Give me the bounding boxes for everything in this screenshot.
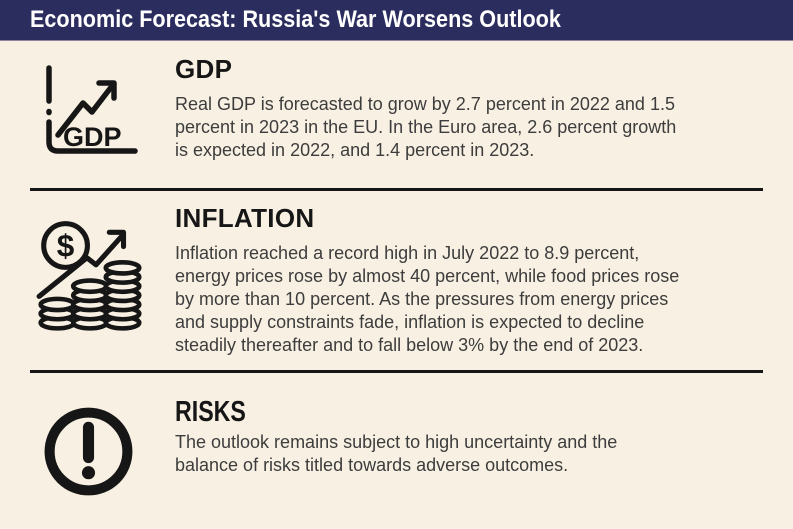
gdp-text-column: GDP Real GDP is forecasted to grow by 2.…	[175, 41, 763, 162]
inflation-heading: INFLATION	[175, 203, 315, 233]
risks-body-text: The outlook remains subject to high unce…	[175, 432, 618, 475]
gdp-growth-chart-icon: GDP	[36, 61, 175, 161]
exclamation-circle-icon	[38, 401, 175, 502]
gdp-icon-label: GDP	[63, 122, 122, 152]
section-inflation: $	[30, 191, 763, 370]
inflation-body-text: Inflation reached a record high in July …	[175, 243, 680, 355]
section-gdp: GDP GDP Real GDP is forecasted to grow b…	[30, 41, 763, 188]
divider-1	[30, 188, 763, 191]
risks-heading-label: RISKS	[175, 396, 246, 428]
gdp-body-text: Real GDP is forecasted to grow by 2.7 pe…	[175, 94, 677, 160]
page-title: Economic Forecast: Russia's War Worsens …	[30, 6, 561, 33]
risks-text-column: RISKS The outlook remains subject to hig…	[175, 373, 763, 477]
content-area: GDP GDP Real GDP is forecasted to grow b…	[0, 41, 793, 529]
inflation-icon-column: $	[30, 191, 175, 335]
inflation-text-column: INFLATION Inflation reached a record hig…	[175, 191, 763, 357]
divider-2	[30, 370, 763, 373]
gdp-heading: GDP	[175, 54, 233, 84]
header-bar: Economic Forecast: Russia's War Worsens …	[0, 0, 793, 41]
dollar-coin-stacks-icon: $	[32, 215, 175, 335]
risks-icon-column	[30, 373, 175, 502]
dollar-icon-label: $	[57, 228, 75, 264]
risks-heading: RISKS	[175, 396, 763, 428]
section-risks: RISKS The outlook remains subject to hig…	[30, 373, 763, 529]
gdp-icon-column: GDP	[30, 41, 175, 161]
